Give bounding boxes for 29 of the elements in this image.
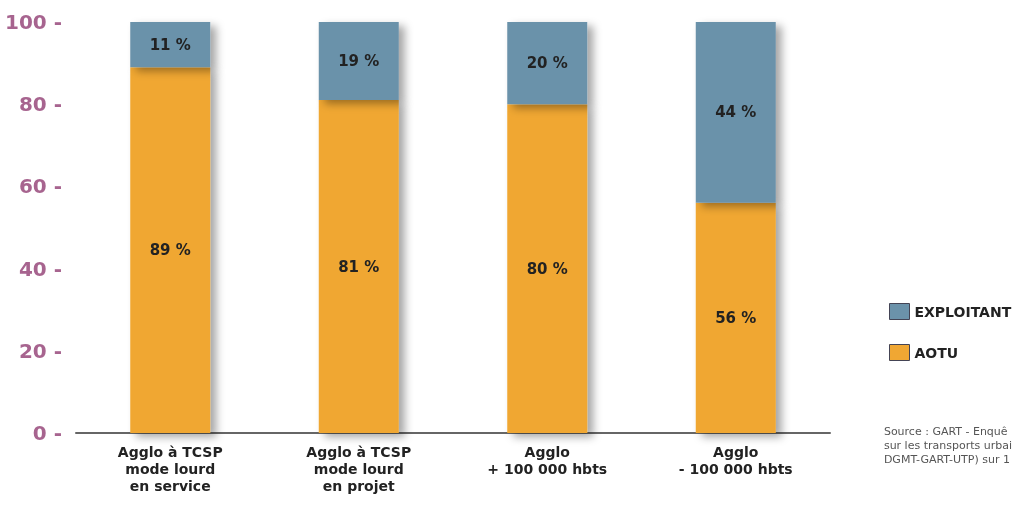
bar: [507, 104, 588, 433]
data-label: 56 %: [715, 308, 757, 327]
bar: [318, 22, 399, 101]
bar: [318, 100, 399, 433]
y-tick-label: 0 -: [32, 421, 62, 445]
y-tick-label: 20 -: [18, 338, 62, 363]
y-tick-label: 80 -: [18, 92, 62, 117]
source-note: Source : GART - Enquê sur les transports urbai DGMT-GART-UTP) sur 1: [883, 424, 1013, 466]
legend-label: AOTU: [914, 344, 959, 361]
data-label: 81 %: [338, 257, 380, 276]
data-label: 20 %: [526, 54, 568, 73]
x-tick-label: Agglo à TCSP mode lourd en service: [117, 443, 223, 494]
x-tick-label: Agglo + 100 000 hbts: [487, 443, 608, 477]
data-label: 19 %: [338, 52, 380, 71]
data-label: 44 %: [715, 103, 757, 122]
data-label: 80 %: [526, 259, 568, 278]
bar: [130, 67, 211, 433]
y-tick-label: 40 -: [18, 256, 62, 281]
bar: [130, 22, 211, 68]
data-label: 89 %: [149, 241, 191, 260]
bar: [507, 22, 588, 105]
x-tick-label: Agglo à TCSP mode lourd en projet: [306, 443, 412, 494]
bar: [695, 202, 776, 433]
y-tick-label: 100 -: [4, 10, 62, 34]
y-tick-label: 60 -: [18, 174, 62, 199]
legend-label: EXPLOITANT: [914, 303, 1012, 320]
data-label: 11 %: [149, 35, 191, 54]
x-tick-label: Agglo - 100 000 hbts: [678, 443, 793, 477]
bar: [695, 22, 776, 203]
